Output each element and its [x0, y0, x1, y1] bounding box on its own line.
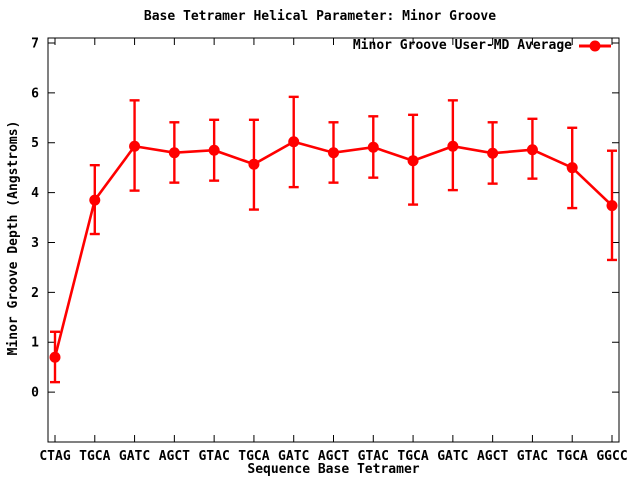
data-point — [526, 144, 538, 156]
data-point — [129, 140, 141, 152]
y-tick-label: 3 — [31, 236, 39, 251]
data-point — [606, 200, 618, 212]
x-tick-label: GTAC — [517, 449, 548, 464]
data-point — [49, 351, 61, 363]
x-tick-label: TGCA — [79, 449, 110, 464]
data-point — [248, 158, 260, 170]
x-axis-label: Sequence Base Tetramer — [247, 462, 420, 477]
data-point — [168, 147, 180, 159]
x-tick-label: GGCC — [596, 449, 627, 464]
y-tick-label: 2 — [31, 286, 39, 301]
y-tick-label: 5 — [31, 136, 39, 151]
x-tick-label: AGCT — [477, 449, 508, 464]
legend-label: Minor Groove User-MD Average — [352, 38, 572, 53]
x-tick-label: AGCT — [318, 449, 349, 464]
data-point — [487, 147, 499, 159]
data-point — [288, 136, 300, 148]
data-point — [367, 141, 379, 153]
chart-title: Base Tetramer Helical Parameter: Minor G… — [143, 9, 497, 24]
data-point — [328, 147, 339, 159]
data-point — [208, 144, 220, 156]
x-tick-label: AGCT — [159, 449, 190, 464]
x-tick-label: TGCA — [238, 449, 269, 464]
x-tick-label: GTAC — [358, 449, 389, 464]
y-tick-label: 1 — [31, 336, 39, 351]
x-tick-label: GATC — [278, 449, 309, 464]
x-tick-label: TGCA — [557, 449, 588, 464]
y-tick-label: 4 — [31, 186, 39, 201]
data-point — [407, 155, 419, 167]
y-tick-label: 0 — [31, 386, 39, 401]
x-tick-label: GTAC — [198, 449, 229, 464]
data-point — [566, 162, 578, 174]
y-tick-label: 6 — [31, 86, 39, 101]
x-tick-label: GATC — [437, 449, 468, 464]
legend: Minor Groove User-MD Average — [353, 39, 612, 53]
data-point — [447, 140, 459, 152]
x-tick-label: TGCA — [397, 449, 428, 464]
y-tick-label: 7 — [31, 36, 39, 51]
plot-frame — [47, 37, 620, 443]
x-tick-label: GATC — [119, 449, 150, 464]
x-tick-label: CTAG — [39, 449, 70, 464]
data-point — [89, 194, 101, 206]
legend-line-marker-icon — [579, 40, 611, 52]
